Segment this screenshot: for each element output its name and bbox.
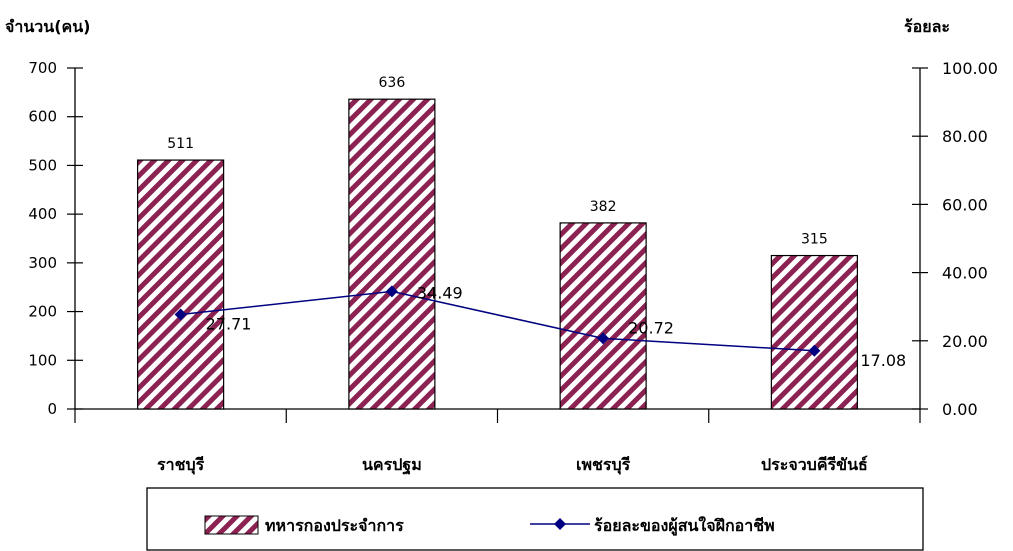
- line-value-label: 27.71: [206, 315, 252, 334]
- bar: [770, 254, 858, 410]
- bar-value-label: 382: [590, 199, 617, 215]
- bar: [348, 98, 436, 410]
- bar-value-label: 315: [801, 232, 828, 248]
- bar-value-label: 636: [379, 75, 406, 91]
- line-value-label: 17.08: [860, 351, 906, 370]
- bar-value-labels: 511 636 382 315: [167, 75, 827, 247]
- bar-series: [137, 98, 858, 410]
- line-series: 27.71 34.49 20.72 17.08: [174, 283, 906, 370]
- category-label: เพชรบุรี: [576, 455, 631, 475]
- line-path: [180, 290, 815, 352]
- line-point: [385, 285, 398, 298]
- y-right-tick-label: 40.00: [942, 264, 988, 283]
- y-left-tick-label: 300: [28, 254, 57, 272]
- line-value-label: 34.49: [417, 283, 463, 302]
- category-label: ประจวบคีรีขันธ์: [761, 455, 868, 474]
- line-point: [597, 332, 610, 345]
- y-left-tick-label: 0: [47, 400, 57, 418]
- line-value-label: 20.72: [628, 318, 674, 337]
- y-left-ticks: 0 100 200 300 400 500 600 700: [28, 59, 83, 418]
- y-right-tick-label: 80.00: [942, 127, 988, 146]
- y-left-tick-label: 500: [28, 156, 57, 174]
- y-right-tick-label: 20.00: [942, 332, 988, 351]
- y-right-tick-label: 100.00: [942, 59, 998, 78]
- legend-line-label: ร้อยละของผู้สนใจฝึกอาชีพ: [594, 516, 775, 537]
- y-left-tick-label: 700: [28, 59, 57, 77]
- legend-line-marker: [554, 518, 566, 530]
- bar: [559, 222, 647, 410]
- legend-box: [146, 487, 924, 551]
- y-left-tick-label: 600: [28, 108, 57, 126]
- legend-bar-label: ทหารกองประจำการ: [265, 516, 404, 535]
- y-right-ticks: 0.00 20.00 40.00 60.00 80.00 100.00: [912, 59, 998, 419]
- legend-bar-swatch: [204, 515, 259, 535]
- line-point: [174, 308, 187, 321]
- bar-value-label: 511: [167, 136, 194, 152]
- y-left-tick-label: 400: [28, 205, 57, 223]
- category-labels: ราชบุรี นครปฐม เพชรบุรี ประจวบคีรีขันธ์: [157, 455, 868, 475]
- bar: [137, 159, 225, 410]
- legend: ทหารกองประจำการ ร้อยละของผู้สนใจฝึกอาชีพ: [146, 487, 924, 551]
- category-label: ราชบุรี: [157, 455, 205, 475]
- category-label: นครปฐม: [362, 455, 422, 475]
- line-point: [808, 344, 821, 357]
- y-left-tick-label: 100: [28, 351, 57, 369]
- y-right-axis-title: ร้อยละ: [904, 17, 950, 36]
- y-left-tick-label: 200: [28, 303, 57, 321]
- y-left-axis-title: จำนวน(คน): [5, 17, 90, 36]
- y-right-tick-label: 0.00: [942, 400, 978, 419]
- y-right-tick-label: 60.00: [942, 195, 988, 214]
